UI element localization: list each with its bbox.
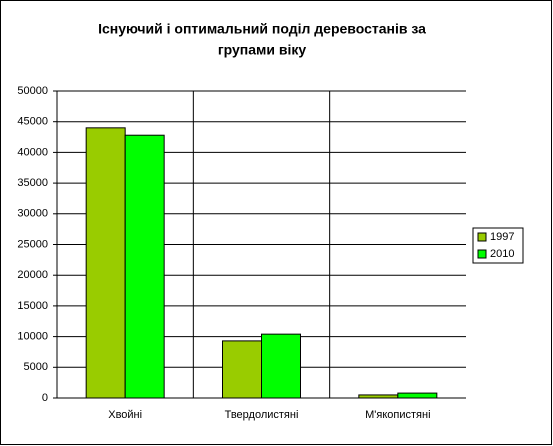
- bar: [222, 340, 262, 399]
- y-tick-label: 15000: [17, 300, 48, 312]
- y-tick-label: 50000: [17, 85, 48, 97]
- y-tick-label: 20000: [17, 269, 48, 281]
- legend-swatch: [477, 249, 487, 259]
- y-tick-label: 35000: [17, 177, 48, 189]
- chart-title: групами віку: [218, 42, 307, 58]
- legend-swatch: [477, 232, 487, 242]
- bar: [85, 127, 126, 399]
- chart-title: Існуючий і оптимальний поділ деревостані…: [98, 21, 426, 37]
- y-tick-label: 0: [42, 392, 48, 404]
- y-tick-label: 5000: [24, 361, 48, 373]
- bar: [124, 134, 165, 399]
- y-tick-label: 45000: [17, 116, 48, 128]
- y-tick-label: 25000: [17, 238, 48, 250]
- y-tick-label: 10000: [17, 331, 48, 343]
- bar: [261, 333, 301, 399]
- bar: [397, 392, 438, 399]
- x-tick-label: Твердолистяні: [225, 409, 299, 421]
- y-tick-label: 30000: [17, 208, 48, 220]
- y-tick-label: 40000: [17, 146, 48, 158]
- legend-label: 2010: [490, 248, 514, 260]
- x-tick-label: Хвойні: [108, 409, 142, 421]
- x-tick-label: М'якопистяні: [365, 409, 430, 421]
- legend-label: 1997: [490, 231, 514, 243]
- bar: [358, 394, 399, 399]
